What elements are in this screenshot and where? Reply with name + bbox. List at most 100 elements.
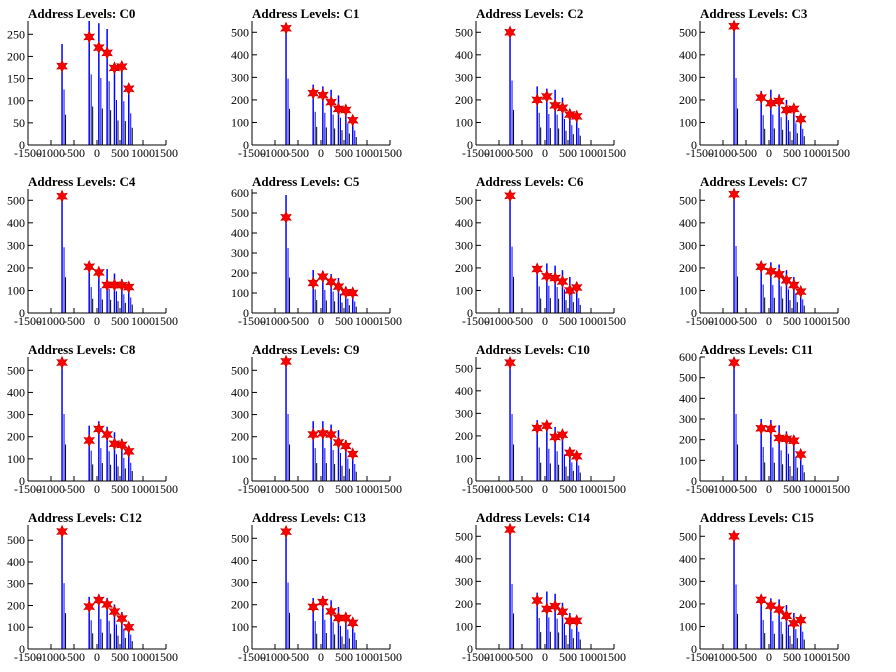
peak-star-icon [339, 439, 352, 453]
y-tick-label: 100 [7, 620, 25, 634]
peak-star-icon [549, 599, 561, 613]
peak-star-icon [115, 278, 128, 293]
peak-star-icon [56, 355, 68, 370]
y-tick-label: 500 [7, 193, 25, 207]
x-tick-label: -1000 [485, 146, 513, 160]
y-tick-label: 100 [455, 115, 473, 129]
y-tick-label: 150 [7, 72, 25, 86]
peak-star-icon [108, 278, 121, 292]
peak-star-icon [339, 611, 352, 625]
y-tick-label: 0 [467, 474, 473, 488]
panel-title: Address Levels: C0 [28, 6, 135, 21]
peak-star-icon [764, 422, 777, 436]
peak-star-icon [787, 102, 800, 116]
panel-title: Address Levels: C5 [252, 174, 360, 189]
y-tick-label: 0 [19, 138, 25, 152]
x-tick-label: 1000 [131, 314, 155, 328]
peak-star-icon [83, 433, 96, 448]
peak-star-icon [764, 264, 777, 279]
x-tick-label: 0 [94, 482, 100, 496]
x-tick-label: -500 [287, 146, 309, 160]
panel-title: Address Levels: C11 [700, 342, 813, 357]
x-tick-label: 1500 [378, 482, 402, 496]
x-tick-label: -500 [511, 482, 533, 496]
x-tick-label: -500 [735, 482, 757, 496]
x-tick-label: 0 [94, 650, 100, 664]
y-tick-label: 200 [231, 430, 249, 444]
x-tick-label: -1500 [14, 146, 42, 160]
y-tick-label: 500 [7, 533, 25, 547]
peak-star-icon [115, 611, 128, 626]
peak-star-icon [108, 604, 121, 619]
y-tick-label: 0 [691, 306, 697, 320]
peak-star-icon [346, 447, 359, 461]
x-tick-label: -500 [511, 146, 533, 160]
x-tick-label: -500 [63, 314, 85, 328]
x-tick-label: 1500 [154, 314, 178, 328]
peak-star-icon [316, 88, 329, 102]
x-tick-label: 0 [318, 482, 324, 496]
y-tick-label: 300 [7, 577, 25, 591]
peak-star-icon [346, 113, 359, 127]
y-tick-label: 500 [455, 25, 473, 39]
x-tick-label: 1000 [803, 314, 827, 328]
x-tick-label: 1500 [602, 146, 626, 160]
x-tick-label: 0 [766, 482, 772, 496]
x-tick-label: -1500 [462, 314, 490, 328]
x-tick-label: 0 [542, 482, 548, 496]
y-tick-label: 400 [231, 385, 249, 399]
y-tick-label: 0 [467, 642, 473, 656]
peak-star-icon [780, 609, 793, 623]
peak-star-icon [108, 437, 121, 451]
peak-star-icon [773, 94, 785, 108]
x-tick-label: -1000 [485, 482, 513, 496]
y-tick-label: 500 [679, 371, 697, 385]
x-tick-label: 1000 [131, 146, 155, 160]
x-tick-label: 1000 [579, 314, 603, 328]
peak-star-icon [755, 90, 768, 105]
x-tick-label: -1000 [261, 146, 289, 160]
y-tick-label: 300 [7, 238, 25, 252]
y-tick-label: 300 [231, 246, 249, 260]
x-tick-label: 500 [111, 146, 129, 160]
x-tick-label: -500 [735, 650, 757, 664]
y-tick-label: 400 [455, 216, 473, 230]
x-tick-label: 500 [335, 650, 353, 664]
panel-0: Address Levels: C0 0 50 100 150 200 250 -1500-1… [7, 6, 178, 160]
x-tick-label: -1000 [709, 146, 737, 160]
y-tick-label: 300 [231, 408, 249, 422]
y-tick-label: 300 [231, 576, 249, 590]
x-tick-label: -1000 [485, 314, 513, 328]
peak-star-icon [316, 269, 329, 284]
y-tick-label: 500 [231, 363, 249, 377]
y-tick-label: 0 [691, 642, 697, 656]
panel-10: Address Levels: C10 0 100 200 300 400 500 -1500… [455, 342, 626, 496]
y-tick-label: 50 [13, 116, 25, 130]
x-tick-label: -500 [287, 650, 309, 664]
y-tick-label: 500 [455, 529, 473, 543]
peak-star-icon [563, 107, 576, 122]
peak-star-icon [540, 89, 553, 104]
peak-star-icon [755, 260, 768, 274]
panel-title: Address Levels: C13 [252, 510, 366, 525]
peak-star-icon [556, 101, 569, 115]
y-tick-label: 200 [231, 598, 249, 612]
y-tick-label: 100 [679, 283, 697, 297]
x-tick-label: 500 [783, 146, 801, 160]
peak-star-icon [563, 446, 576, 460]
x-tick-label: 0 [318, 650, 324, 664]
x-tick-label: -500 [63, 146, 85, 160]
panel-8: Address Levels: C80100200300400500-1500-… [7, 342, 178, 496]
peak-star-icon [570, 614, 583, 628]
y-tick-label: 0 [467, 138, 473, 152]
y-tick-label: 100 [231, 286, 249, 300]
y-tick-label: 0 [691, 474, 697, 488]
x-tick-label: 1000 [803, 482, 827, 496]
y-tick-label: 300 [7, 408, 25, 422]
panel-2: Address Levels: C20100200300400500-1500-… [455, 6, 626, 160]
peak-star-icon [325, 95, 337, 109]
y-tick-label: 400 [231, 48, 249, 62]
y-tick-label: 300 [679, 70, 697, 84]
panel-7: Address Levels: C70100200300400500-1500-… [679, 174, 850, 328]
x-tick-label: 500 [783, 314, 801, 328]
